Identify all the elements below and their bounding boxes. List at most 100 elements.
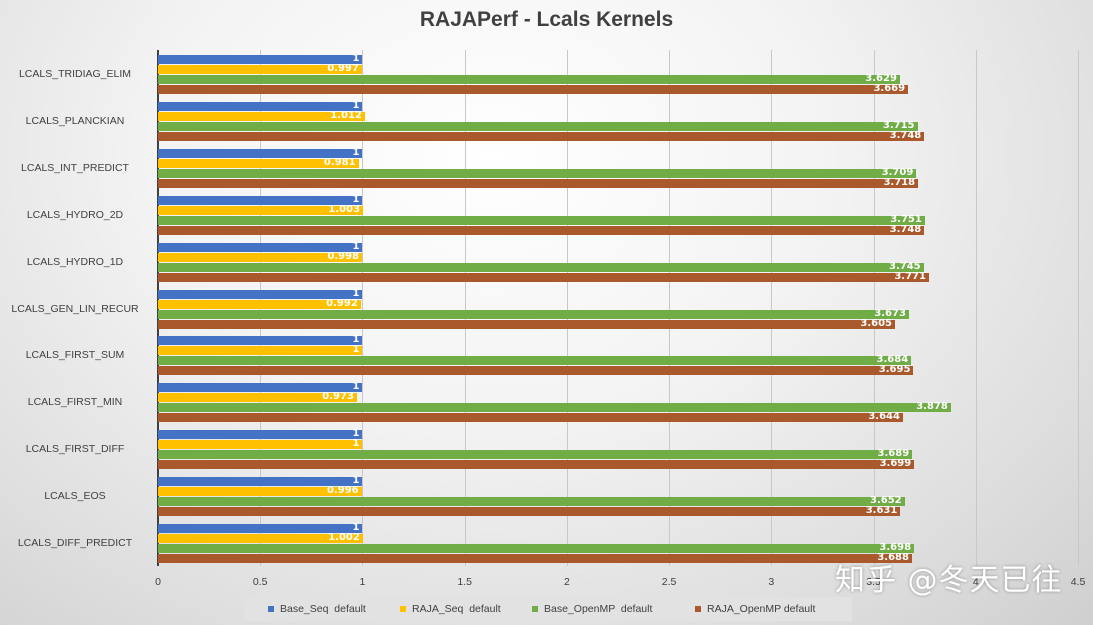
data-label: 1 [352, 287, 360, 299]
gridline [566, 50, 568, 566]
x-tick-label: 2 [563, 576, 570, 588]
bar-base-openmp: 3.745 [158, 260, 924, 272]
data-label: 3.715 [882, 119, 915, 131]
bar-raja-openmp: 3.605 [158, 318, 896, 329]
category-label: LCALS_HYDRO_1D [26, 255, 124, 268]
data-label: 3.629 [865, 73, 897, 84]
category-group: 1 1 3.684 3.695 [158, 334, 1078, 383]
category-label: LCALS_GEN_LIN_RECUR [11, 302, 139, 315]
data-label: 3.631 [865, 505, 898, 517]
category-group: 1 0.992 3.673 3.605 [158, 287, 1078, 337]
legend-label: Base_OpenMP default [544, 603, 653, 615]
legend-swatch-icon [532, 606, 538, 612]
bar-base-seq: 1 [158, 53, 363, 64]
category-group: 1 0.997 3.629 3.669 [158, 53, 1078, 102]
legend-label: RAJA_OpenMP default [707, 603, 816, 615]
gridline [669, 50, 671, 566]
category-group: 1 1.003 3.751 3.748 [158, 194, 1078, 243]
bar-base-seq: 1 [158, 287, 363, 299]
data-label: 3.748 [889, 223, 922, 235]
bar-raja-seq: 1.012 [158, 110, 365, 121]
data-label: 1 [352, 381, 360, 393]
bar-raja-openmp: 3.748 [158, 223, 925, 235]
bar-raja-openmp: 3.699 [158, 458, 915, 470]
category-group: 1 1 3.689 3.699 [158, 428, 1078, 477]
bar-raja-seq: 0.992 [158, 297, 361, 309]
bar-raja-openmp: 3.688 [158, 552, 912, 564]
gridline [464, 50, 466, 566]
data-label: 1 [352, 438, 360, 450]
data-label: 3.644 [868, 411, 900, 423]
bar-base-seq: 1 [158, 475, 363, 487]
bar-raja-openmp: 3.695 [158, 364, 914, 376]
category-label: LCALS_DIFF_PREDICT [17, 537, 133, 550]
gridline [771, 50, 773, 566]
category-label: LCALS_TRIDIAG_ELIM [18, 68, 132, 80]
x-tick-label: 1 [359, 576, 366, 588]
data-label: 3.709 [881, 166, 914, 178]
bar-base-seq: 1 [158, 146, 363, 158]
data-label: 3.652 [869, 495, 902, 507]
data-label: 1 [352, 146, 360, 158]
chart-title: RAJAPerf - Lcals Kernels [419, 8, 674, 31]
data-label: 0.997 [327, 63, 359, 74]
x-tick-label: 0 [155, 576, 161, 588]
data-label: 1 [352, 240, 360, 252]
category-group: 1 1.002 3.698 3.688 [158, 522, 1078, 571]
data-label: 1.003 [328, 203, 361, 215]
bar-raja-openmp: 3.631 [158, 505, 901, 517]
data-label: 0.998 [327, 250, 360, 262]
legend-label: RAJA_Seq default [412, 603, 501, 615]
category-label: LCALS_HYDRO_2D [26, 208, 124, 221]
bar-raja-seq: 0.998 [158, 250, 363, 262]
data-label: 3.695 [878, 364, 911, 376]
category-group: 1 0.981 3.709 3.718 [158, 146, 1078, 196]
bar-base-openmp: 3.629 [158, 73, 900, 84]
data-label: 0.992 [326, 297, 358, 309]
category-label: LCALS_INT_PREDICT [21, 161, 129, 174]
x-tick-label: 1.5 [457, 576, 472, 588]
bar-raja-seq: 0.973 [158, 391, 357, 403]
bar-base-openmp: 3.673 [158, 307, 909, 319]
x-tick-label: 2.5 [661, 576, 677, 588]
category-label: LCALS_PLANCKIAN [25, 114, 125, 127]
bar-base-openmp: 3.652 [158, 495, 905, 507]
gridline [362, 50, 364, 566]
legend-item: Base_Seq default [268, 603, 366, 615]
x-tick-label: 3 [768, 576, 775, 588]
bar-raja-seq: 0.997 [158, 63, 362, 74]
bar-base-openmp: 3.715 [158, 119, 918, 131]
watermark: 知乎 @冬天已往 [835, 563, 1063, 598]
legend-item: RAJA_Seq default [400, 603, 501, 615]
data-label: 3.699 [879, 458, 912, 470]
legend-swatch-icon [695, 606, 701, 612]
gridline [1078, 50, 1079, 566]
category-group: 1 0.973 3.878 3.644 [158, 381, 1078, 430]
data-label: 3.698 [879, 542, 912, 554]
bar-base-openmp: 3.698 [158, 542, 915, 554]
category-label: LCALS_FIRST_SUM [25, 349, 125, 362]
bar-base-seq: 1 [158, 194, 363, 205]
bar-raja-openmp: 3.718 [158, 176, 919, 188]
bar-raja-seq: 1.002 [158, 532, 363, 544]
bar-base-openmp: 3.689 [158, 448, 913, 460]
bar-base-seq: 1 [158, 428, 363, 440]
data-label: 3.745 [889, 260, 921, 272]
category-label: LCALS_EOS [44, 490, 106, 503]
data-label: 1.002 [328, 532, 360, 544]
data-label: 3.771 [894, 270, 926, 282]
data-label: 3.751 [890, 213, 922, 225]
bar-base-seq: 1 [158, 100, 363, 111]
bar-raja-openmp: 3.748 [158, 130, 925, 141]
bar-raja-seq: 1.003 [158, 203, 364, 215]
bar-base-openmp: 3.751 [158, 213, 925, 225]
bar-raja-seq: 1 [158, 344, 363, 356]
legend-swatch-icon [400, 606, 406, 612]
bar-raja-seq: 0.996 [158, 485, 362, 497]
data-label: 1 [352, 334, 360, 346]
data-label: 3.718 [883, 176, 916, 188]
x-tick-label: 3.5 [866, 576, 881, 588]
data-label: 3.689 [877, 448, 910, 460]
data-label: 3.673 [874, 307, 906, 319]
data-label: 1 [352, 522, 360, 534]
